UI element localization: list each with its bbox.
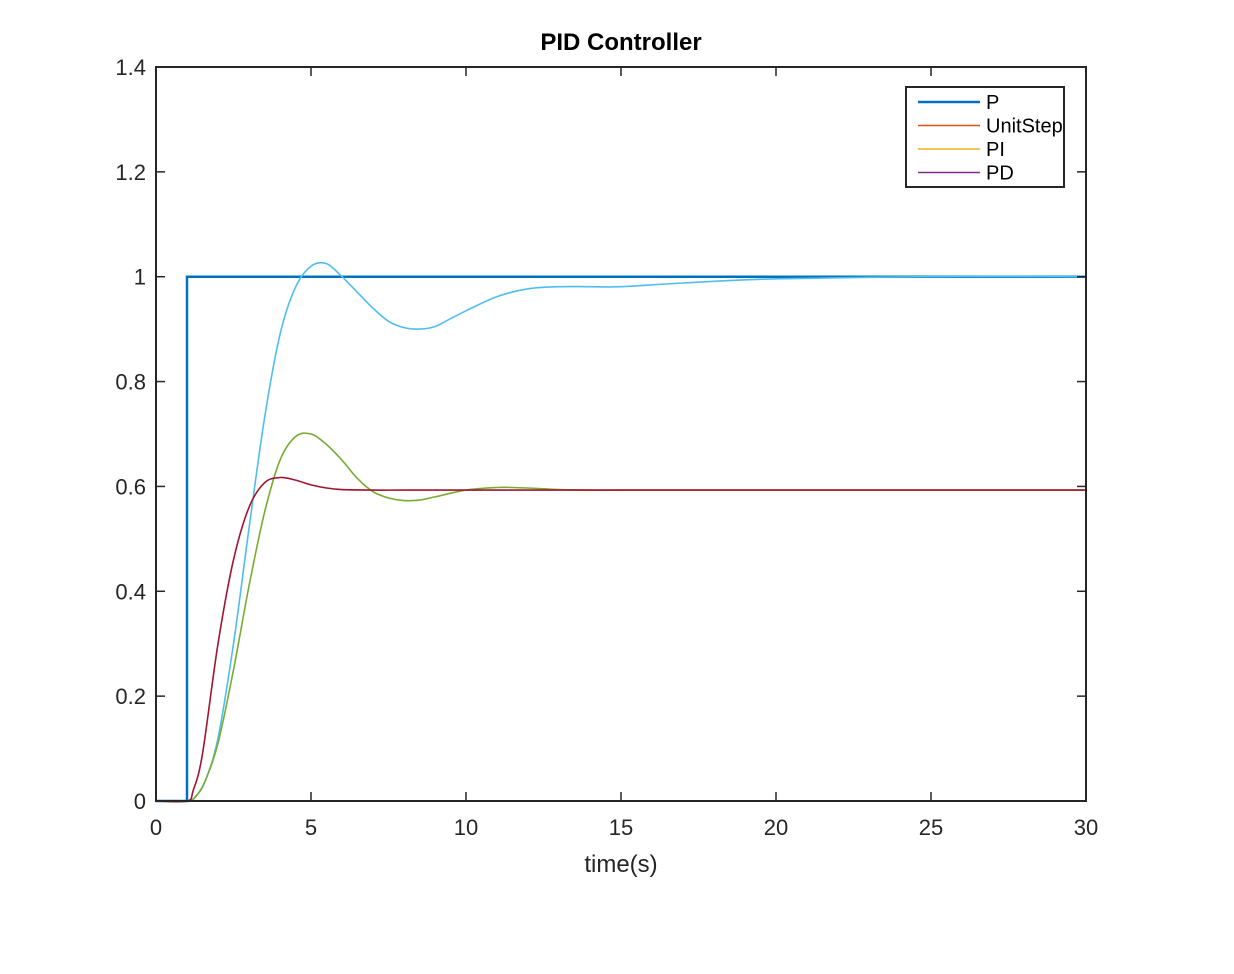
- legend-label: P: [986, 92, 999, 114]
- x-tick-label: 0: [150, 815, 162, 840]
- series-line-4: [155, 476, 1086, 803]
- legend-label: PI: [986, 139, 1005, 161]
- y-tick-label: 1.2: [115, 160, 146, 185]
- chart-title: PID Controller: [540, 29, 701, 56]
- x-tick-label: 10: [454, 815, 478, 840]
- y-tick-label: 1: [134, 265, 146, 290]
- y-tick-label: 1.4: [115, 55, 146, 80]
- tick-layer: 0 5 10 15 20 25 30 0 0.2 0.4 0.6 0.8 1 1.2 1.4: [115, 55, 1098, 840]
- series-line-2: [155, 261, 1087, 803]
- y-tick-label: 0.2: [115, 684, 146, 709]
- x-tick-label: 25: [919, 815, 943, 840]
- y-tick-label: 0: [134, 789, 146, 814]
- x-tick-label: 20: [764, 815, 788, 840]
- legend-box: [905, 86, 1065, 188]
- x-tick-label: 30: [1074, 815, 1098, 840]
- legend-label: UnitStep: [986, 116, 1063, 138]
- y-tick-label: 0.4: [115, 579, 146, 604]
- y-tick-label: 0.8: [115, 370, 146, 395]
- legend-label: PD: [986, 163, 1014, 185]
- y-tick-label: 0.6: [115, 474, 146, 499]
- x-tick-label: 15: [609, 815, 633, 840]
- x-tick-label: 5: [305, 815, 317, 840]
- plot-frame: [155, 66, 1087, 802]
- x-axis-label: time(s): [584, 851, 657, 878]
